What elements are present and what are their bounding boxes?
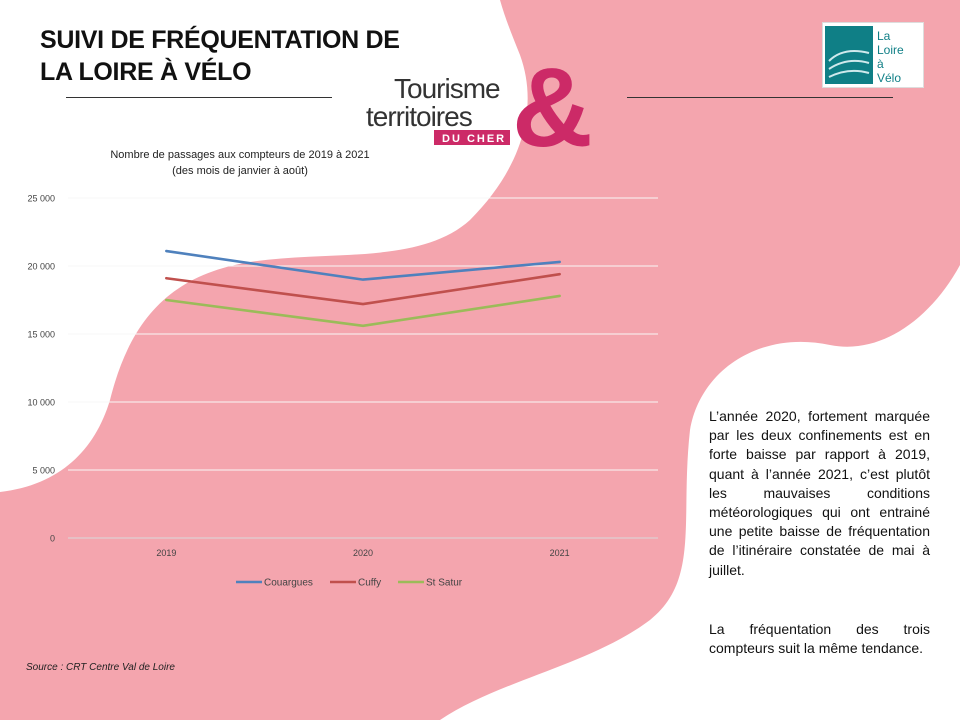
ampersand-icon: & [512, 45, 593, 152]
chart-legend: Couargues Cuffy St Satur [236, 578, 463, 589]
wave-line-icon [828, 69, 870, 78]
x-tick-label: 2019 [156, 548, 176, 558]
logo-word-territoires: territoires [366, 101, 472, 132]
logo-word-la: La [877, 29, 891, 43]
logo-band [434, 130, 510, 145]
y-tick-label: 0 [50, 534, 55, 544]
wave-line-icon [828, 50, 870, 62]
logo-word-tourisme: Tourisme [394, 73, 500, 104]
loire-a-velo-mark: La Loire à Vélo [825, 26, 904, 85]
y-tick-label: 20 000 [27, 262, 55, 272]
tourisme-territoires-logo: Tourisme territoires DU CHER & [366, 45, 593, 152]
chart-title: Nombre de passages aux compteurs de 2019… [60, 147, 420, 179]
commentary-paragraph-2: La fréquentation des trois compteurs sui… [709, 621, 930, 657]
logo-word-loire: Loire [877, 43, 904, 57]
y-tick-label: 15 000 [27, 330, 55, 340]
y-tick-label: 10 000 [27, 398, 55, 408]
x-tick-label: 2021 [550, 548, 570, 558]
x-tick-label: 2020 [353, 548, 373, 558]
chart-gridlines [68, 197, 658, 539]
title-divider-left [66, 97, 332, 98]
source-note: Source : CRT Centre Val de Loire [26, 662, 175, 673]
commentary-paragraph-1: L’année 2020, fortement marquée par les … [709, 408, 930, 578]
chart-series [165, 249, 561, 328]
y-tick-label: 25 000 [27, 194, 55, 204]
page-title-line1: SUIVI DE FRÉQUENTATION DE [40, 26, 400, 54]
legend-label: Couargues [264, 578, 313, 589]
chart-y-tick-labels: 0 5 000 10 000 15 000 20 000 25 000 [27, 194, 55, 544]
legend-label: St Satur [426, 578, 463, 589]
title-divider-right [627, 97, 893, 98]
chart-title-line2: (des mois de janvier à août) [172, 165, 308, 177]
series-line-cuffy [165, 272, 561, 306]
series-line-couargues [165, 249, 561, 281]
logo-word-du-cher: DU CHER [442, 133, 506, 145]
logo-word-velo: Vélo [877, 71, 901, 85]
loire-a-velo-logo: La Loire à Vélo [822, 22, 924, 88]
legend-label: Cuffy [358, 578, 381, 589]
chart-title-line1: Nombre de passages aux compteurs de 2019… [110, 149, 370, 161]
series-line-st-satur [165, 294, 561, 328]
page-title-line2: LA LOIRE À VÉLO [40, 58, 252, 86]
chart-x-tick-labels: 2019 2020 2021 [156, 548, 569, 558]
page-title: SUIVI DE FRÉQUENTATION DE LA LOIRE À VÉL… [40, 24, 400, 88]
logo-word-a: à [877, 57, 884, 71]
wave-line-icon [828, 60, 870, 70]
y-tick-label: 5 000 [32, 466, 55, 476]
